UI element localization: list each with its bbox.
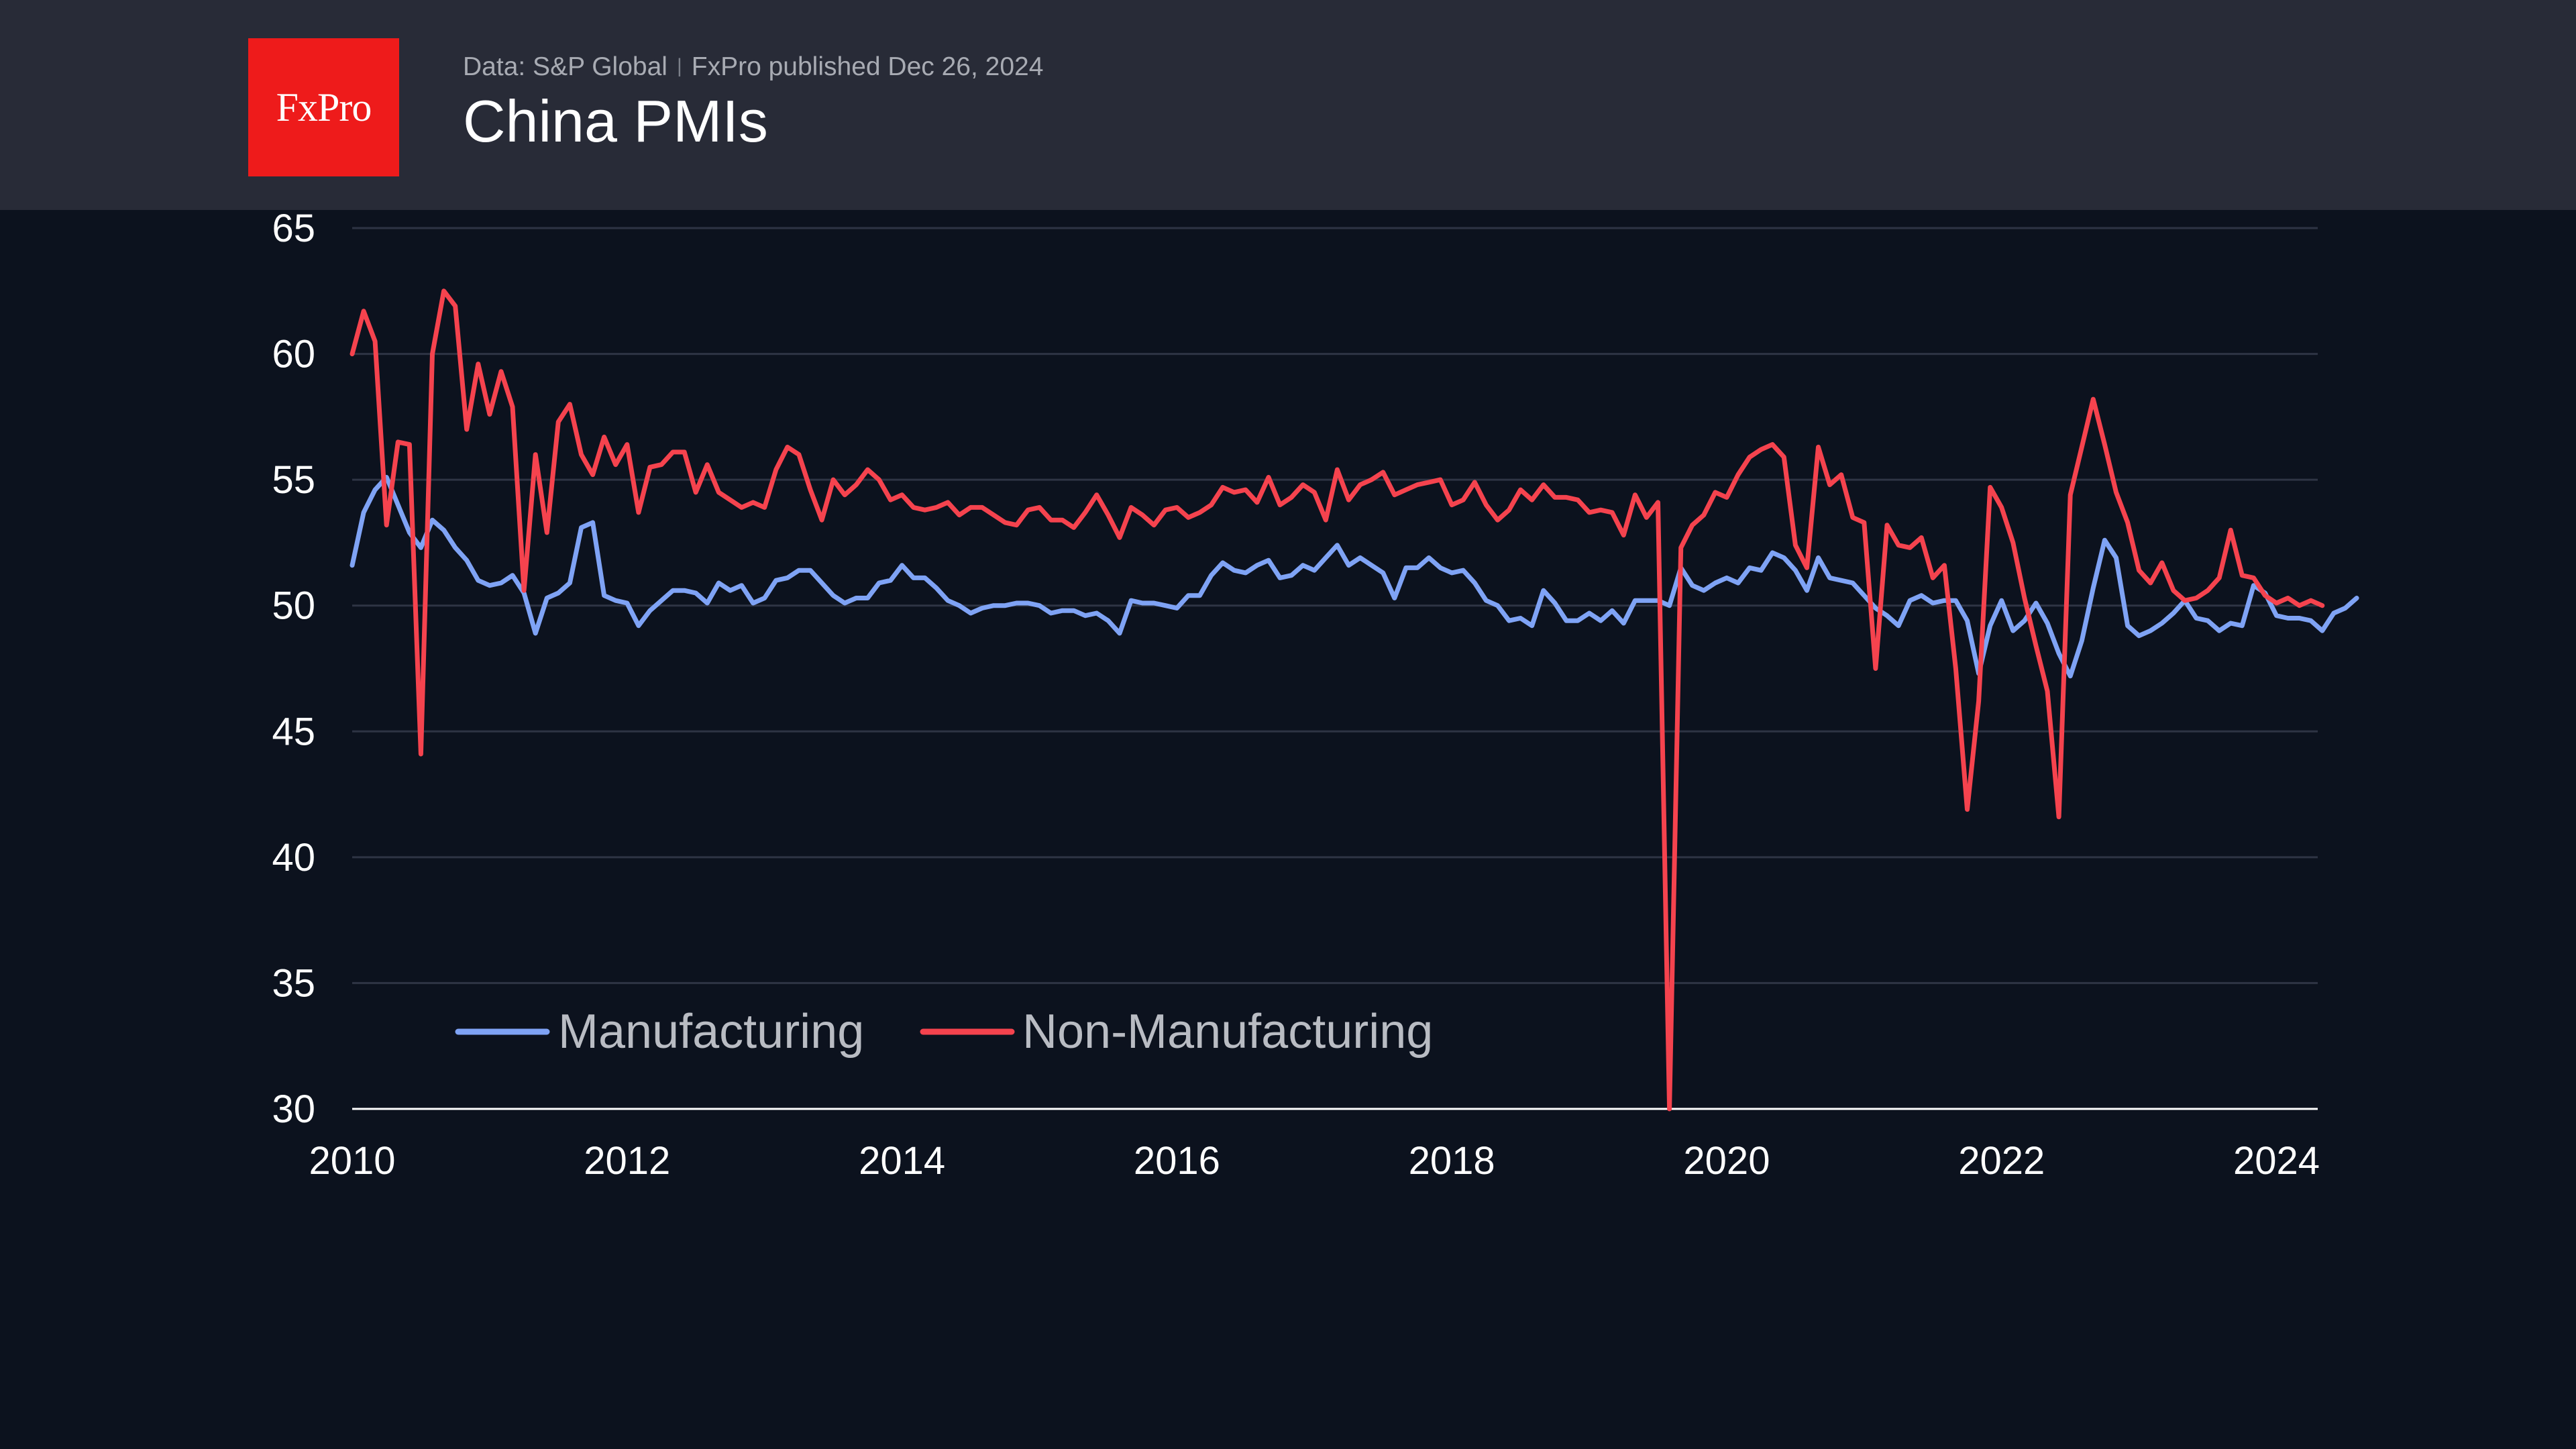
x-tick-label: 2024 [2233,1139,2320,1183]
series-line-manufacturing [350,474,2359,679]
y-tick-label: 65 [272,207,315,250]
chart-meta: Data: S&P Global | FxPro published Dec 26,… [463,52,1043,82]
grid-lines [352,227,2318,984]
x-tick-label: 2020 [1683,1139,1770,1183]
series-line-non-manufacturing [350,288,2325,1112]
chart-title: China PMIs [463,88,768,154]
legend-label-manufacturing: Manufacturing [558,1005,864,1059]
meta-separator: | [676,55,682,77]
legend-label-non-manufacturing: Non-Manufacturing [1022,1005,1433,1059]
logo-text: FxPro [276,85,372,129]
y-tick-label: 40 [272,836,315,879]
x-tick-label: 2012 [584,1139,670,1183]
y-tick-label: 35 [272,961,315,1005]
y-axis-ticks: 30 35 40 45 50 55 60 65 [272,207,315,1131]
published-date: FxPro published Dec 26, 2024 [691,52,1044,81]
x-tick-label: 2010 [309,1139,395,1183]
x-axis-ticks: 2010 2012 2014 2016 2018 2020 2022 2024 [309,1139,2320,1183]
y-tick-label: 30 [272,1087,315,1131]
x-tick-label: 2022 [1958,1139,2045,1183]
series-lines [350,288,2359,1112]
fxpro-logo: FxPro [248,38,399,176]
y-tick-label: 60 [272,333,315,376]
x-tick-label: 2018 [1409,1139,1495,1183]
header-bar: FxPro Data: S&P Global | FxPro published D… [0,0,2576,210]
legend: Manufacturing Non-Manufacturing [455,1005,1433,1059]
x-tick-label: 2016 [1134,1139,1220,1183]
y-tick-label: 50 [272,584,315,628]
y-tick-label: 55 [272,458,315,502]
data-source: Data: S&P Global [463,52,667,81]
y-tick-label: 45 [272,710,315,753]
x-tick-label: 2014 [859,1139,945,1183]
